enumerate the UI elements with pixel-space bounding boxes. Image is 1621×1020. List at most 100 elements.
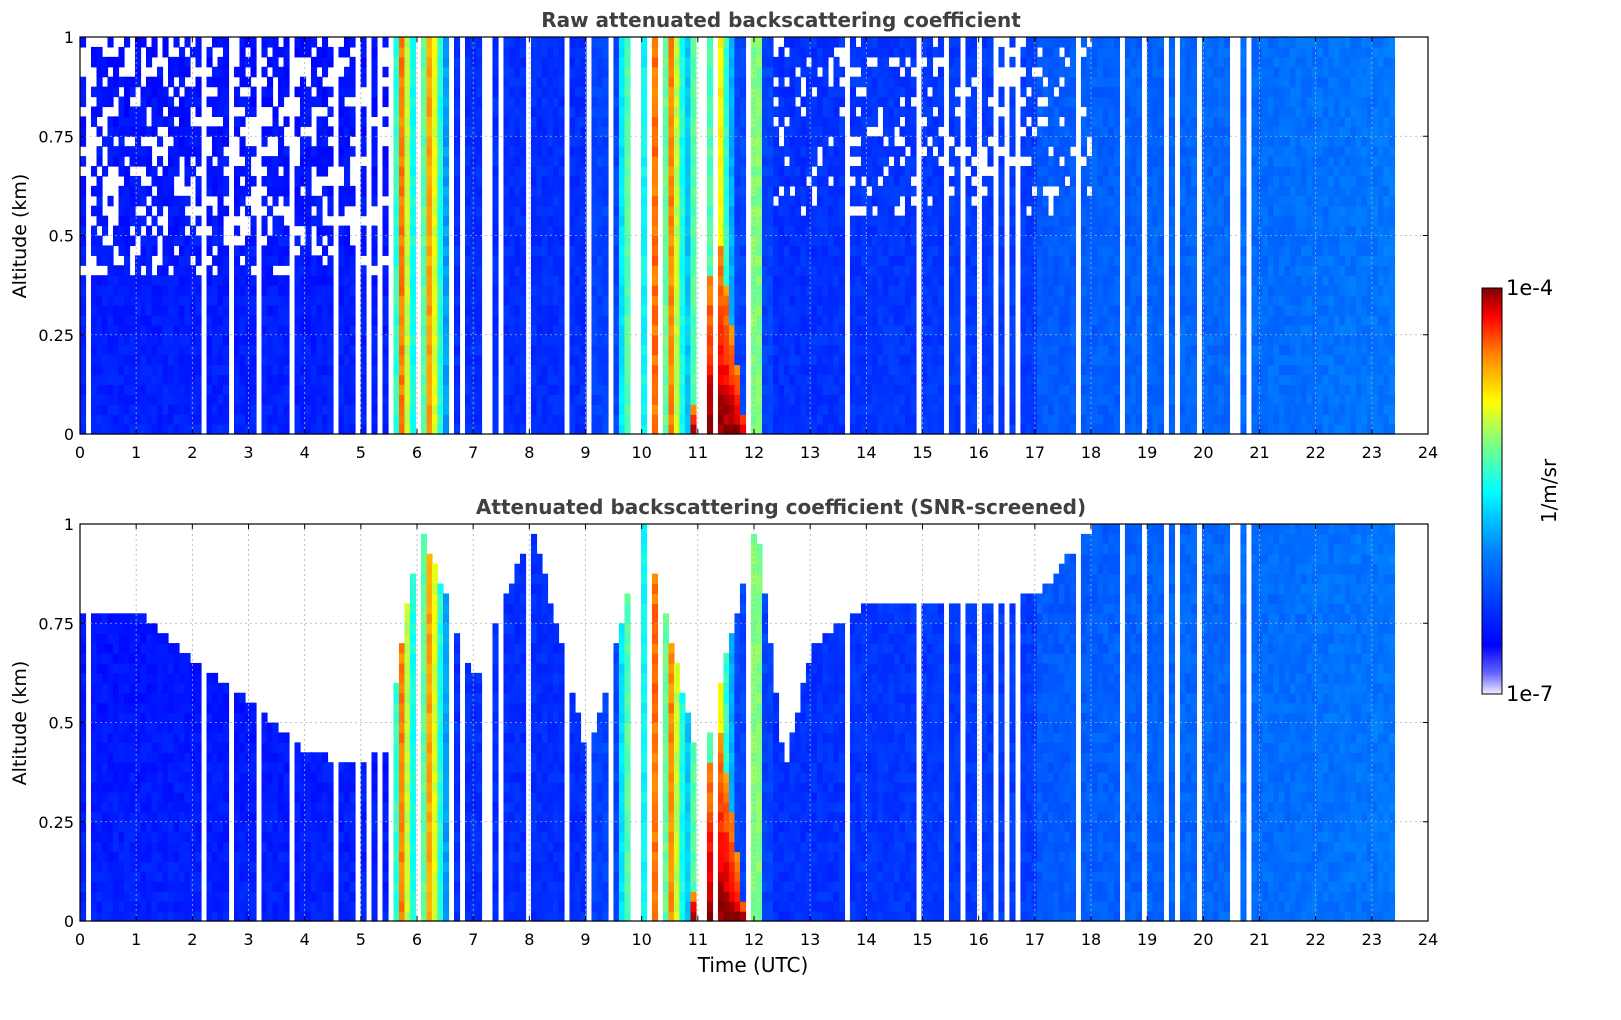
heatmap-cell	[778, 295, 785, 306]
heatmap-cell	[596, 404, 604, 415]
heatmap-cell	[871, 295, 879, 306]
heatmap-cell	[206, 304, 213, 316]
heatmap-cell	[970, 215, 978, 227]
heatmap-cell	[382, 96, 389, 108]
heatmap-cell	[349, 126, 356, 137]
heatmap-cell	[789, 195, 796, 207]
heatmap-cell	[135, 106, 142, 117]
heatmap-cell	[420, 245, 428, 256]
heatmap-cell	[173, 225, 180, 237]
heatmap-cell	[937, 185, 945, 197]
heatmap-cell	[937, 46, 945, 58]
heatmap-cell	[602, 46, 609, 58]
heatmap-cell	[250, 364, 257, 376]
heatmap-cell	[706, 384, 714, 395]
heatmap-cell	[882, 394, 890, 405]
heatmap-cell	[877, 295, 884, 306]
heatmap-cell	[239, 324, 246, 336]
heatmap-cell	[420, 414, 428, 425]
heatmap-cell	[536, 66, 543, 78]
heatmap-cell	[431, 424, 439, 435]
heatmap-cell	[404, 205, 411, 217]
heatmap-cell	[910, 334, 917, 346]
heatmap-cell	[981, 76, 989, 88]
heatmap-cell	[404, 185, 411, 197]
heatmap-cell	[206, 344, 213, 356]
heatmap-cell	[981, 394, 989, 405]
heatmap-cell	[1025, 255, 1033, 266]
heatmap-cell	[750, 304, 758, 316]
heatmap-cell	[519, 205, 527, 217]
heatmap-cell	[184, 255, 191, 266]
heatmap-cell	[728, 414, 736, 425]
heatmap-cell	[970, 265, 978, 276]
heatmap-cell	[602, 175, 609, 187]
heatmap-cell	[404, 354, 411, 366]
heatmap-cell	[547, 146, 554, 157]
heatmap-cell	[343, 275, 351, 286]
heatmap-cell	[783, 414, 791, 425]
heatmap-cell	[893, 334, 901, 346]
heatmap-cell	[371, 66, 378, 78]
heatmap-cell	[728, 86, 736, 98]
heatmap-cell	[310, 37, 318, 48]
heatmap-cell	[514, 354, 521, 366]
heatmap-cell	[283, 285, 290, 296]
heatmap-cell	[899, 414, 906, 425]
heatmap-cell	[965, 334, 972, 346]
heatmap-cell	[102, 275, 109, 286]
heatmap-cell	[398, 86, 406, 98]
heatmap-cell	[437, 215, 444, 227]
heatmap-cell	[569, 384, 576, 395]
heatmap-cell	[838, 384, 846, 395]
heatmap-cell	[866, 304, 873, 316]
heatmap-cell	[464, 235, 472, 247]
heatmap-cell	[453, 136, 461, 147]
heatmap-cell	[453, 354, 461, 366]
heatmap-cell	[860, 344, 868, 356]
heatmap-cell	[283, 324, 290, 336]
heatmap-cell	[970, 245, 978, 256]
heatmap-cell	[668, 225, 675, 237]
heatmap-cell	[266, 56, 274, 68]
heatmap-cell	[519, 126, 527, 137]
heatmap-cell	[877, 255, 884, 266]
heatmap-cell	[998, 205, 1005, 217]
heatmap-cell	[382, 166, 389, 177]
heatmap-cell	[778, 334, 785, 346]
heatmap-cell	[102, 344, 109, 356]
heatmap-cell	[135, 126, 142, 137]
heatmap-cell	[514, 225, 521, 237]
heatmap-cell	[706, 215, 714, 227]
heatmap-cell	[167, 175, 175, 187]
heatmap-cell	[739, 76, 747, 88]
heatmap-cell	[690, 414, 697, 425]
heatmap-cell	[750, 96, 758, 108]
heatmap-cell	[453, 235, 461, 247]
heatmap-cell	[327, 265, 334, 276]
heatmap-cell	[877, 275, 884, 286]
heatmap-cell	[761, 86, 769, 98]
heatmap-cell	[519, 344, 527, 356]
heatmap-cell	[761, 195, 769, 207]
heatmap-cell	[316, 295, 323, 306]
heatmap-cell	[530, 166, 538, 177]
heatmap-cell	[734, 166, 741, 177]
heatmap-cell	[239, 374, 246, 385]
heatmap-cell	[750, 116, 758, 127]
heatmap-cell	[673, 404, 681, 415]
heatmap-cell	[222, 424, 230, 435]
heatmap-cell	[855, 215, 862, 227]
heatmap-cell	[360, 334, 367, 346]
heatmap-cell	[211, 146, 219, 157]
heatmap-cell	[987, 384, 994, 395]
heatmap-cell	[772, 185, 780, 197]
heatmap-cell	[723, 314, 730, 326]
heatmap-cell	[503, 304, 510, 316]
heatmap-cell	[970, 185, 978, 197]
heatmap-cell	[343, 46, 351, 58]
heatmap-cell	[783, 344, 791, 356]
heatmap-cell	[965, 175, 972, 187]
heatmap-cell	[283, 46, 290, 58]
heatmap-cell	[157, 175, 164, 187]
